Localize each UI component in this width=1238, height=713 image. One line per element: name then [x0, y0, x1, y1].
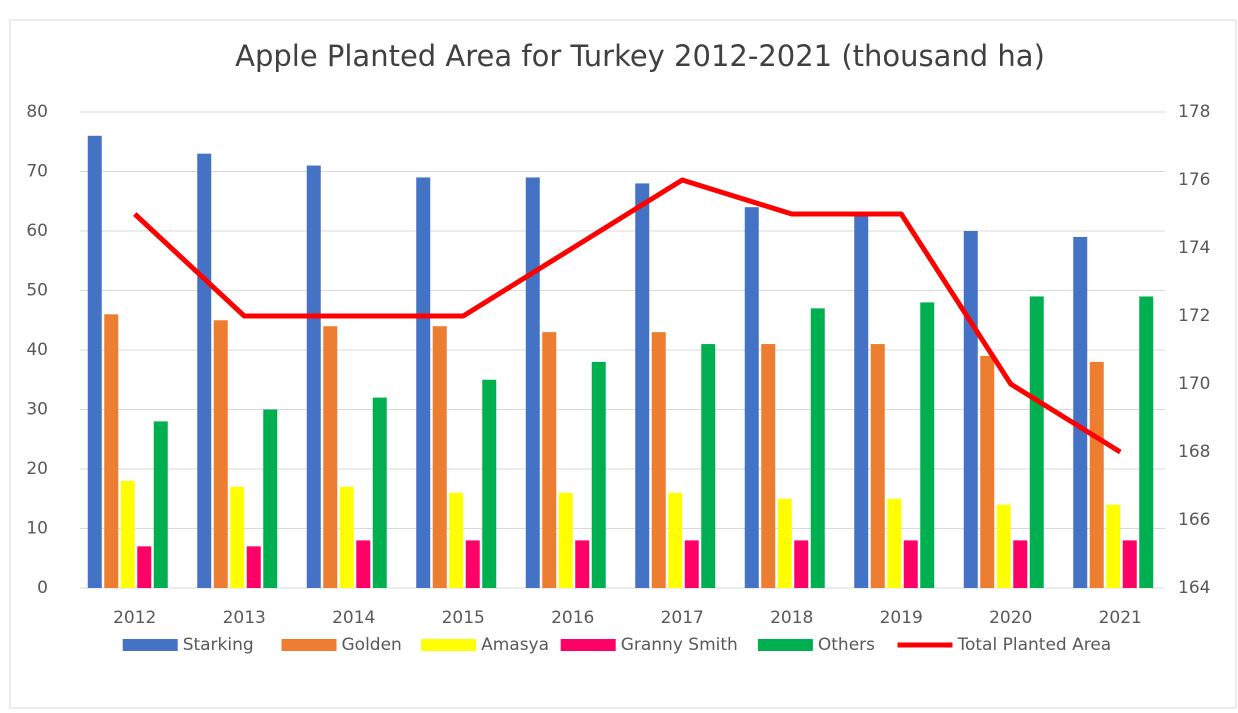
bar	[744, 207, 759, 588]
y2-tick-label: 164	[1178, 578, 1210, 598]
chart-title: Apple Planted Area for Turkey 2012-2021 …	[235, 39, 1045, 73]
x-tick-label: 2021	[1099, 608, 1142, 628]
bar	[701, 344, 716, 588]
legend-label: Amasya	[481, 635, 549, 655]
legend-swatch	[560, 639, 616, 651]
y-tick-label: 70	[26, 162, 48, 182]
x-tick-label: 2020	[989, 608, 1032, 628]
y-tick-label: 30	[26, 400, 48, 420]
x-tick-label: 2013	[223, 608, 266, 628]
x-tick-label: 2018	[770, 608, 813, 628]
x-tick-label: 2014	[332, 608, 375, 628]
bar	[854, 213, 869, 588]
legend-swatch	[757, 639, 813, 651]
bar	[1122, 540, 1137, 588]
legend-swatch	[122, 639, 178, 651]
y2-tick-label: 178	[1178, 102, 1210, 122]
y-tick-label: 50	[26, 281, 48, 301]
bar	[591, 361, 606, 588]
bar	[996, 504, 1011, 588]
bar	[810, 308, 825, 588]
legend-label: Starking	[183, 635, 254, 655]
x-tick-label: 2012	[113, 608, 156, 628]
bar	[635, 183, 650, 588]
legend-swatch	[421, 639, 477, 651]
y2-tick-label: 172	[1178, 306, 1210, 326]
x-tick-label: 2015	[442, 608, 485, 628]
bar	[963, 231, 978, 588]
bar	[1106, 504, 1121, 588]
legend-swatch	[281, 639, 337, 651]
y-tick-label: 60	[26, 221, 48, 241]
bar	[668, 492, 683, 588]
bar	[920, 302, 935, 588]
bar	[87, 135, 102, 589]
bar	[416, 177, 431, 588]
bar	[542, 332, 557, 588]
bar	[120, 480, 135, 588]
y-tick-label: 80	[26, 102, 48, 122]
bar	[323, 326, 338, 588]
bar	[372, 397, 387, 588]
x-tick-label: 2017	[661, 608, 704, 628]
legend-label: Others	[818, 635, 875, 655]
bar	[684, 540, 699, 588]
bar	[263, 409, 278, 588]
bar	[356, 540, 371, 588]
bar	[575, 540, 590, 588]
y-tick-label: 0	[37, 578, 48, 598]
bar	[887, 498, 902, 588]
bar	[1073, 236, 1088, 588]
bar	[525, 177, 540, 588]
bar	[449, 492, 464, 588]
bar	[903, 540, 918, 588]
bar	[213, 320, 228, 588]
y2-tick-label: 168	[1178, 442, 1210, 462]
bar	[153, 421, 168, 588]
bar	[1139, 296, 1154, 588]
bar	[482, 379, 497, 588]
bar	[1029, 296, 1044, 588]
bar	[246, 546, 261, 588]
bar	[761, 344, 776, 588]
bar	[777, 498, 792, 588]
bar	[104, 314, 119, 588]
bar	[651, 332, 666, 588]
legend-label: Golden	[342, 635, 402, 655]
y-tick-label: 20	[26, 459, 48, 479]
y-tick-label: 10	[26, 519, 48, 539]
y2-tick-label: 176	[1178, 170, 1210, 190]
bar	[465, 540, 480, 588]
x-tick-label: 2016	[551, 608, 594, 628]
bar	[794, 540, 809, 588]
bar	[339, 486, 354, 588]
bar	[870, 344, 885, 588]
y2-tick-label: 174	[1178, 238, 1210, 258]
y2-tick-label: 166	[1178, 510, 1210, 530]
legend-label: Granny Smith	[621, 635, 738, 655]
x-tick-label: 2019	[880, 608, 923, 628]
y-tick-label: 40	[26, 340, 48, 360]
bar	[432, 326, 447, 588]
legend-label: Total Planted Area	[957, 635, 1112, 655]
line	[133, 177, 1122, 455]
chart-frame	[9, 19, 1237, 709]
y2-tick-label: 170	[1178, 374, 1210, 394]
bar	[1089, 361, 1104, 588]
bar	[230, 486, 245, 588]
bar	[306, 165, 321, 589]
bar	[1013, 540, 1028, 588]
bar	[980, 355, 995, 588]
bar	[197, 153, 212, 588]
bar	[137, 546, 152, 588]
bar	[558, 492, 573, 588]
